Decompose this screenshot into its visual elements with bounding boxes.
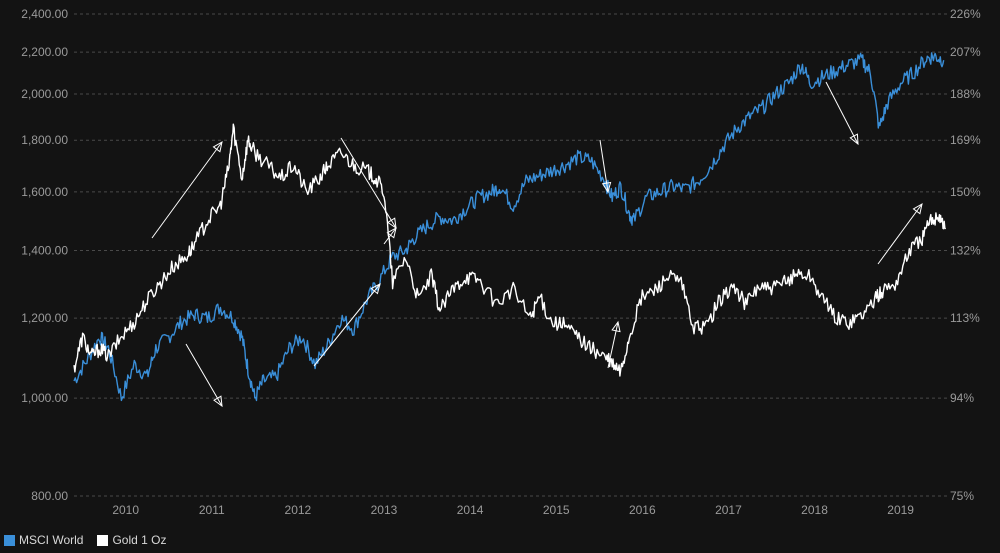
left-tick-label: 1,800.00 xyxy=(21,133,68,147)
right-y-axis: 226% 207% 188% 169% 150% 132% 113% 94% 75% xyxy=(950,7,981,503)
legend-label: Gold 1 Oz xyxy=(112,533,167,547)
annotation-arrow xyxy=(313,283,381,367)
left-tick-label: 1,600.00 xyxy=(21,185,68,199)
left-tick-label: 800.00 xyxy=(31,489,68,503)
annotation-arrow xyxy=(599,139,612,194)
right-tick-label: 94% xyxy=(950,391,974,405)
annotation-arrow xyxy=(877,203,923,265)
annotation-arrow xyxy=(185,343,223,408)
legend-swatch-msci-world xyxy=(4,534,15,546)
annotation-arrow xyxy=(825,81,859,146)
left-tick-label: 2,200.00 xyxy=(21,45,68,59)
x-tick-label: 2017 xyxy=(715,503,742,517)
series-line-msci-world xyxy=(73,52,945,402)
left-tick-label: 1,400.00 xyxy=(21,243,68,257)
series-line-gold xyxy=(73,123,947,377)
annotation-arrow xyxy=(340,137,397,230)
annotation-arrow xyxy=(607,320,621,369)
left-tick-label: 1,200.00 xyxy=(21,311,68,325)
chart-canvas: 2,400.00 2,200.00 2,000.00 1,800.00 1,600.00… xyxy=(21,7,981,517)
x-tick-label: 2011 xyxy=(199,503,225,517)
series-layer xyxy=(73,52,947,402)
right-tick-label: 75% xyxy=(950,489,974,503)
legend-item-gold[interactable]: Gold 1 Oz xyxy=(97,533,166,547)
right-tick-label: 188% xyxy=(950,87,981,101)
x-tick-label: 2018 xyxy=(801,503,828,517)
annotation-arrow xyxy=(383,227,397,245)
legend-label: MSCI World xyxy=(19,533,84,547)
annotation-arrows xyxy=(151,81,923,408)
grid-layer xyxy=(74,13,948,497)
legend-item-msci-world[interactable]: MSCI World xyxy=(4,533,83,547)
left-y-axis: 2,400.00 2,200.00 2,000.00 1,800.00 1,600.00… xyxy=(21,7,68,503)
right-tick-label: 226% xyxy=(950,7,981,21)
x-tick-label: 2014 xyxy=(457,503,484,517)
left-tick-label: 2,000.00 xyxy=(21,87,68,101)
x-tick-label: 2010 xyxy=(112,503,139,517)
right-tick-label: 132% xyxy=(950,243,981,257)
legend-swatch-gold xyxy=(97,534,109,546)
x-tick-label: 2016 xyxy=(629,503,656,517)
x-tick-label: 2013 xyxy=(371,503,398,517)
right-tick-label: 169% xyxy=(950,133,981,147)
x-tick-label: 2019 xyxy=(887,503,914,517)
x-tick-label: 2012 xyxy=(285,503,312,517)
left-tick-label: 1,000.00 xyxy=(21,391,68,405)
x-tick-label: 2015 xyxy=(543,503,570,517)
legend: MSCI World Gold 1 Oz xyxy=(4,533,166,547)
right-tick-label: 150% xyxy=(950,185,981,199)
right-tick-label: 207% xyxy=(950,45,981,59)
annotation-arrow xyxy=(151,141,223,239)
right-tick-label: 113% xyxy=(950,311,980,325)
x-axis: 2010 2011 2012 2013 2014 2015 2016 2017 2018 2019 xyxy=(112,503,914,517)
left-tick-label: 2,400.00 xyxy=(21,7,68,21)
